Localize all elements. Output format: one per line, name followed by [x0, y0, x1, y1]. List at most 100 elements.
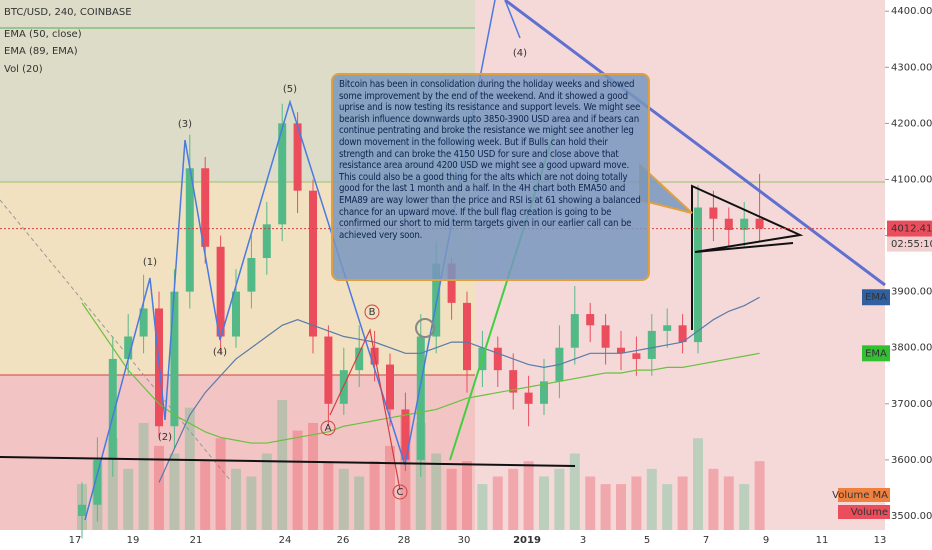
volume-bar — [246, 476, 257, 530]
volume-bar — [323, 461, 334, 530]
x-tick-label: 5 — [644, 535, 650, 546]
volume-tag-label: Volume — [851, 507, 888, 518]
volume-bar — [646, 468, 657, 530]
candle-body — [755, 218, 764, 229]
ema-line — [158, 296, 760, 483]
volume-bar — [400, 415, 411, 530]
volume-tag — [838, 505, 890, 519]
candle-body — [324, 336, 333, 404]
candle-body — [724, 218, 733, 230]
volume-bar — [154, 445, 164, 530]
candle-body — [262, 224, 271, 258]
candle-body — [663, 325, 672, 331]
y-tick-label: 3500.00 — [891, 511, 932, 522]
volume-bar — [215, 438, 226, 530]
volume-bar — [123, 468, 134, 530]
y-tick-label: 3800.00 — [891, 343, 932, 354]
wave-label: (3) — [178, 119, 192, 130]
wave-label: C — [397, 487, 404, 498]
volume-bar — [308, 422, 318, 530]
candle-body — [247, 257, 256, 292]
candle-body — [463, 302, 471, 371]
wave-label: (4) — [513, 48, 527, 59]
volume-bar — [677, 476, 688, 530]
wave-label: B — [369, 307, 376, 318]
wave-label: A — [325, 423, 332, 434]
trend-line — [504, 0, 886, 287]
x-tick-label: 11 — [816, 535, 829, 546]
volume-bar — [693, 438, 703, 530]
volume-bar — [523, 461, 534, 530]
candle-body — [78, 504, 86, 516]
candle-body — [355, 347, 364, 371]
volume-bar — [492, 476, 503, 530]
axis-bg — [885, 0, 932, 550]
guide-line — [0, 199, 231, 481]
candle-body — [185, 168, 194, 292]
volume-tag-label: Volume MA — [832, 490, 888, 501]
volume-bar — [138, 422, 149, 530]
volume-bar — [754, 461, 765, 530]
candle-body — [524, 392, 533, 404]
volume-bar — [431, 453, 442, 530]
wave-marker — [392, 484, 408, 500]
candle-body — [386, 364, 394, 410]
volume-bar — [708, 468, 719, 530]
volume-bar — [184, 407, 195, 530]
volume-bar — [508, 468, 519, 530]
price-label: 4012.41 — [891, 224, 932, 235]
wave-label: (4) — [213, 347, 227, 358]
candle-body — [493, 347, 502, 371]
candle-body — [93, 459, 102, 505]
candle-body — [694, 207, 702, 343]
wave-line — [504, 0, 521, 39]
zone — [0, 375, 475, 530]
abc-line — [329, 328, 401, 491]
volume-bar — [739, 484, 750, 530]
y-tick-label: 4200.00 — [891, 118, 932, 129]
x-tick-label: 28 — [398, 535, 411, 546]
candle-body — [740, 218, 749, 230]
candle-body — [632, 353, 641, 359]
annotation: Bitcoin has been in consolidation during… — [331, 73, 650, 281]
ema-tag — [862, 345, 890, 362]
y-tick-label: 4300.00 — [891, 62, 932, 73]
x-tick-label: 13 — [874, 535, 887, 546]
candle-body — [678, 325, 687, 343]
countdown-tag — [887, 236, 932, 252]
candle-body — [601, 325, 610, 348]
volume-bar — [385, 445, 395, 530]
volume-bar — [231, 468, 241, 530]
candle-body — [647, 330, 656, 359]
x-tick-label: 3 — [580, 535, 586, 546]
ema-line — [81, 302, 760, 444]
price-tag — [887, 220, 932, 237]
volume-bar — [539, 476, 549, 530]
x-tick-label: 26 — [337, 535, 350, 546]
volume-bar — [446, 468, 457, 530]
indicator: EMA (50, close) — [4, 29, 82, 40]
wave-label: (2) — [158, 432, 172, 443]
wave-label: (1) — [143, 257, 157, 268]
volume-bar — [277, 400, 288, 530]
volume-bar — [569, 453, 580, 530]
candle-body — [617, 347, 625, 354]
y-tick-label: 3600.00 — [891, 455, 932, 466]
axis-bg — [0, 530, 885, 550]
volume-bar — [662, 484, 673, 530]
indicator: Vol (20) — [4, 64, 43, 75]
support-line — [0, 456, 576, 467]
volume-bar — [723, 476, 734, 530]
volume-bar — [338, 468, 349, 530]
indicator: EMA (89, EMA) — [4, 46, 78, 57]
candle-body — [509, 370, 518, 393]
candle-body — [540, 381, 548, 404]
candle-body — [570, 314, 579, 348]
ema-tag-label: EMA — [865, 348, 887, 359]
volume-bar — [200, 461, 211, 530]
volume-bar — [477, 484, 488, 530]
wave-marker — [320, 420, 336, 436]
symbol: BTC/USD, 240, COINBASE — [4, 7, 132, 18]
countdown: 02:55:10 — [891, 239, 932, 250]
volume-bar — [554, 468, 565, 530]
